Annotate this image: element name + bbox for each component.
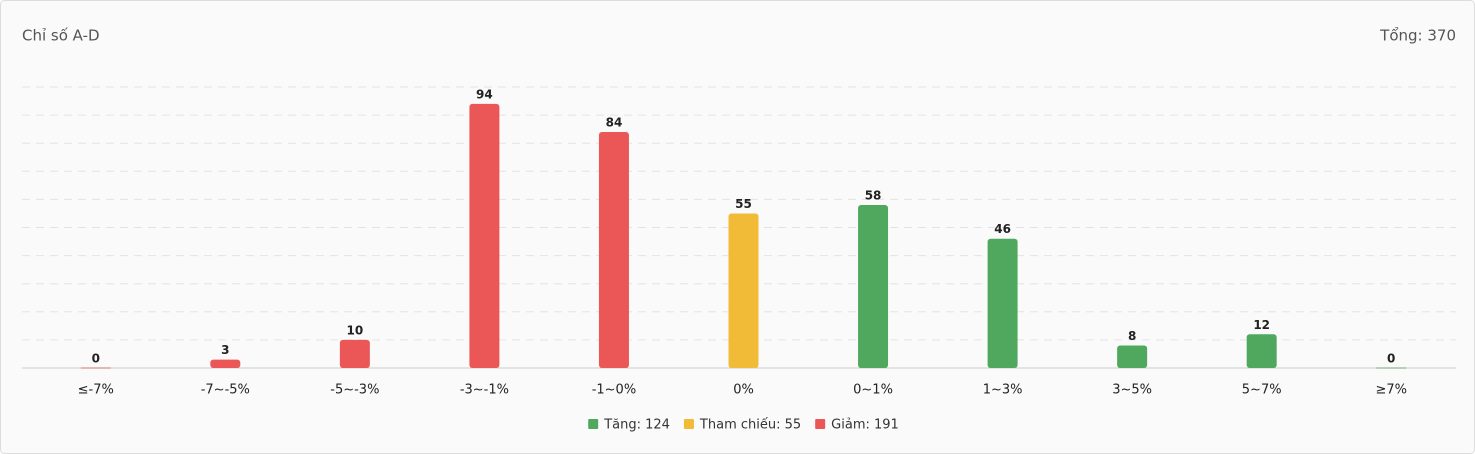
x-tick-label: -3~-1% (460, 383, 509, 398)
legend-label[interactable]: Giảm: 191 (831, 418, 899, 433)
bar-zero-stub (80, 367, 111, 369)
bar (339, 339, 370, 368)
bar-zero-stub (1376, 367, 1407, 369)
bar (1246, 334, 1277, 368)
data-label: 8 (1128, 329, 1136, 343)
data-label: 3 (221, 343, 229, 357)
legend: Tăng: 124 Tham chiếu: 55 Giảm: 191 (588, 418, 899, 433)
data-label: 46 (994, 222, 1011, 236)
legend-swatch[interactable] (683, 419, 694, 429)
bar (598, 131, 629, 368)
data-label: 84 (606, 115, 623, 129)
legend-swatch[interactable] (815, 419, 826, 429)
data-label: 0 (92, 352, 100, 366)
x-tick-label: -1~0% (592, 383, 636, 398)
legend-label[interactable]: Tăng: 124 (603, 418, 670, 433)
legend-label[interactable]: Tham chiếu: 55 (699, 418, 801, 433)
bar (858, 205, 889, 368)
x-tick-label: -5~-3% (330, 383, 379, 398)
bar (728, 213, 759, 368)
total-label: Tổng: 370 (1379, 27, 1456, 45)
x-tick-label: -7~-5% (201, 383, 250, 398)
data-label: 55 (735, 197, 752, 211)
x-tick-label: 0% (733, 383, 754, 398)
data-label: 12 (1253, 318, 1270, 332)
chart-title: Chỉ số A-D (22, 27, 100, 45)
data-label: 0 (1387, 352, 1395, 366)
x-tick-label: 5~7% (1242, 383, 1282, 398)
x-tick-label: ≥7% (1375, 383, 1407, 398)
x-tick-label: 1~3% (983, 383, 1023, 398)
data-label: 10 (347, 323, 364, 337)
bar (1117, 345, 1148, 368)
bar (469, 103, 500, 369)
x-tick-label: 3~5% (1112, 383, 1152, 398)
bar (210, 359, 241, 368)
data-label: 94 (476, 87, 493, 101)
legend-swatch[interactable] (588, 419, 599, 429)
data-label: 58 (865, 189, 882, 203)
x-tick-label: 0~1% (853, 383, 893, 398)
bar (987, 238, 1018, 368)
x-tick-label: ≤-7% (78, 383, 114, 398)
